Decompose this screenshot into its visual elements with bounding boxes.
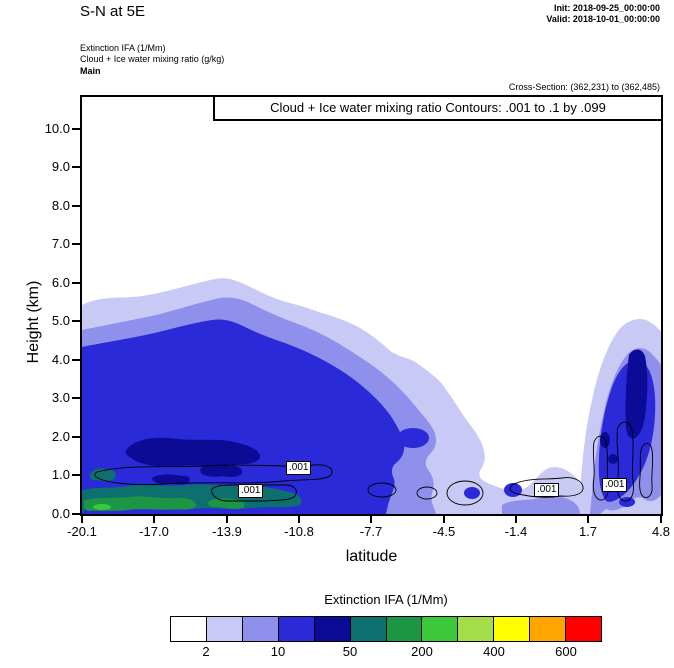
fill-level50-patch — [464, 487, 480, 499]
colorbar-cell — [241, 616, 279, 642]
x-tick — [370, 516, 372, 523]
y-tick — [72, 320, 80, 322]
colorbar-cell — [385, 616, 423, 642]
x-axis-title: latitude — [345, 548, 398, 565]
plot-area: Cloud + Ice water mixing ratio Contours:… — [80, 95, 663, 516]
fill-level50-patch — [397, 428, 429, 448]
fill-level50-patch — [504, 483, 522, 497]
colorbar-cell — [493, 616, 531, 642]
y-tick-label: 8.0 — [51, 198, 70, 213]
field-extinction: Extinction IFA (1/Mm) — [80, 43, 166, 53]
init-valid-times: Init: 2018-09-25_00:00:00 Valid: 2018-10… — [546, 3, 660, 25]
y-tick — [72, 166, 80, 168]
fill-level400-blob — [89, 468, 116, 482]
contour-value-label: .001 — [238, 484, 264, 498]
x-tick — [226, 516, 228, 523]
y-tick-label: 10.0 — [44, 121, 70, 136]
y-tick — [72, 205, 80, 207]
contour-info-banner: Cloud + Ice water mixing ratio Contours:… — [213, 95, 663, 121]
field-mixing-ratio: Cloud + Ice water mixing ratio (g/kg) — [80, 53, 225, 64]
x-tick — [443, 516, 445, 523]
fill-level50-patch — [619, 497, 635, 507]
colorbar-cell — [170, 616, 207, 642]
contour-value-label: .001 — [286, 461, 312, 475]
y-tick-label: 6.0 — [51, 275, 70, 290]
x-tick-label: -13.9 — [212, 524, 242, 539]
legend-value-label: 200 — [411, 644, 433, 659]
colorbar-cell — [529, 616, 567, 642]
y-tick-label: 1.0 — [51, 467, 70, 482]
y-tick-label: 7.0 — [51, 236, 70, 251]
x-tick — [515, 516, 517, 523]
plot-title: S-N at 5E — [80, 3, 146, 20]
x-tick-label: -20.1 — [67, 524, 97, 539]
legend-value-label: 10 — [270, 644, 286, 659]
y-tick-label: 0.0 — [51, 506, 70, 521]
x-tick-label: -1.4 — [504, 524, 528, 539]
x-tick-label: 1.7 — [578, 524, 598, 539]
y-tick — [72, 282, 80, 284]
mixing-ratio-contours — [94, 421, 654, 506]
contour-value-label: .001 — [602, 478, 628, 492]
colorbar-cell — [313, 616, 351, 642]
fill-level200-core — [200, 464, 243, 477]
y-tick — [72, 243, 80, 245]
y-tick — [72, 128, 80, 130]
model-label: Main — [80, 66, 101, 76]
x-tick-label: 4.8 — [651, 524, 671, 539]
y-tick — [72, 359, 80, 361]
fill-level200-core — [152, 474, 190, 485]
y-tick — [72, 474, 80, 476]
y-tick — [72, 513, 80, 515]
colorbar-cell — [421, 616, 459, 642]
fill-level200-right — [625, 349, 648, 439]
contour-value-label: .001 — [534, 483, 560, 497]
fill-bright-green-spot — [93, 504, 111, 510]
y-tick-label: 2.0 — [51, 429, 70, 444]
x-tick-label: -10.8 — [284, 524, 314, 539]
colorbar-cell — [565, 616, 603, 642]
y-tick-label: 4.0 — [51, 352, 70, 367]
x-tick-label: -4.5 — [432, 524, 456, 539]
fill-level200-spot — [608, 454, 618, 464]
x-tick — [81, 516, 83, 523]
init-time: Init: 2018-09-25_00:00:00 — [553, 3, 660, 13]
colorbar-cell — [205, 616, 243, 642]
colorbar-cell — [457, 616, 495, 642]
x-tick — [153, 516, 155, 523]
y-tick-label: 5.0 — [51, 313, 70, 328]
x-tick — [660, 516, 662, 523]
x-tick-label: -17.0 — [139, 524, 169, 539]
valid-time: Valid: 2018-10-01_00:00:00 — [546, 14, 660, 24]
y-tick — [72, 436, 80, 438]
legend-value-label: 2 — [202, 644, 210, 659]
fill-level600-layer — [84, 496, 197, 511]
x-tick-label: -7.7 — [359, 524, 383, 539]
fill-level10-ground — [502, 496, 580, 514]
legend-value-label: 600 — [555, 644, 577, 659]
fill-level200-core — [125, 437, 261, 467]
y-axis-title: Height (km) — [25, 280, 42, 364]
legend-value-label: 400 — [483, 644, 505, 659]
colorbar-cell — [277, 616, 315, 642]
x-tick — [298, 516, 300, 523]
legend-value-label: 50 — [342, 644, 358, 659]
colorbar-cell — [349, 616, 387, 642]
x-tick — [587, 516, 589, 523]
cross-section-label: Cross-Section: (362,231) to (362,485) — [508, 82, 660, 92]
field-descriptions: Extinction IFA (1/Mm) Cloud + Ice water … — [80, 43, 224, 64]
y-tick-label: 3.0 — [51, 390, 70, 405]
y-tick — [72, 397, 80, 399]
legend-title: Extinction IFA (1/Mm) — [324, 592, 448, 607]
contour-plot-canvas — [82, 278, 661, 514]
y-tick-label: 9.0 — [51, 159, 70, 174]
legend-colorbar — [170, 616, 603, 642]
